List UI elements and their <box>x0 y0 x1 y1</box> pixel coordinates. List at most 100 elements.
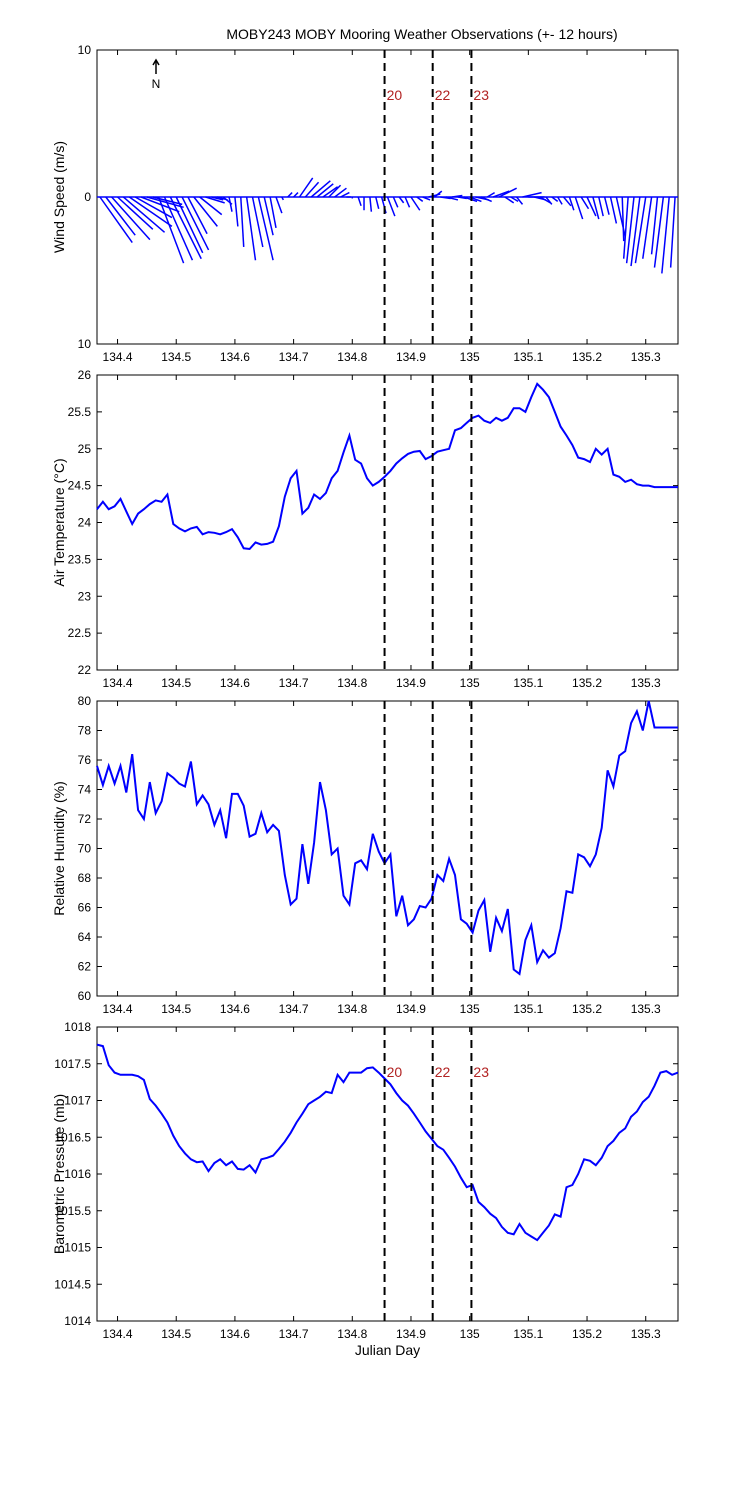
y-tick-label: 78 <box>78 724 92 738</box>
wind-vector <box>416 196 424 203</box>
wind-vector <box>516 196 524 205</box>
wind-vector <box>240 196 245 248</box>
marker-label: 22 <box>435 87 451 103</box>
wind-vector <box>205 196 225 204</box>
x-tick-label: 135 <box>460 1327 480 1341</box>
series-line <box>96 382 678 551</box>
x-tick-label: 134.5 <box>161 350 191 364</box>
wind-vector <box>625 196 635 264</box>
wind-vector <box>522 191 542 198</box>
x-tick-label: 135.1 <box>513 350 543 364</box>
y-tick-label: 10 <box>78 43 92 57</box>
wind-vector <box>228 196 233 212</box>
wind-vector <box>486 191 496 198</box>
wind-vector <box>510 196 519 203</box>
y-axis-label: Barometric Pressure (mb) <box>51 1094 67 1254</box>
wind-vector <box>245 196 257 261</box>
x-tick-label: 135.3 <box>631 676 661 690</box>
x-tick-label: 135 <box>460 350 480 364</box>
wind-vector <box>181 196 210 251</box>
wind-vector <box>650 196 659 255</box>
wind-vector <box>234 196 239 227</box>
wind-vector <box>422 196 431 201</box>
wind-vector <box>105 196 136 236</box>
x-tick-label: 134.9 <box>396 676 426 690</box>
axes-box <box>96 374 679 671</box>
wind-vector <box>334 187 347 198</box>
wind-vector <box>175 196 204 254</box>
x-tick-label: 134.8 <box>337 1002 367 1016</box>
y-axis-label: Wind Speed (m/s) <box>51 141 67 253</box>
x-tick-label: 134.8 <box>337 350 367 364</box>
wind-vector <box>99 196 133 244</box>
wind-vector <box>609 196 618 224</box>
x-axis-label: Julian Day <box>355 1342 420 1358</box>
x-tick-label: 134.7 <box>279 676 309 690</box>
y-tick-label: 62 <box>78 960 92 974</box>
wind-vector <box>122 196 166 233</box>
wind-vector <box>603 196 610 215</box>
north-arrow-head <box>152 58 160 66</box>
y-tick-label: 23.5 <box>68 552 92 566</box>
wind-vector <box>622 196 629 259</box>
wind-vector <box>586 196 597 217</box>
y-tick-label: 26 <box>78 368 92 382</box>
y-tick-label: 76 <box>78 753 92 767</box>
wind-vector <box>562 196 572 207</box>
x-tick-label: 135.3 <box>631 1327 661 1341</box>
y-tick-label: 1017.5 <box>54 1057 91 1071</box>
y-tick-label: 1014 <box>64 1314 91 1328</box>
y-tick-label: 25 <box>78 442 92 456</box>
y-tick-label: 22.5 <box>68 626 92 640</box>
x-tick-label: 134.6 <box>220 350 250 364</box>
wind-vector <box>492 190 510 198</box>
wind-vector <box>557 196 563 205</box>
y-tick-label: 68 <box>78 871 92 885</box>
wind-vector <box>199 196 223 216</box>
wind-vector <box>451 194 463 198</box>
y-tick-label: 1014.5 <box>54 1277 91 1291</box>
y-tick-label: 22 <box>78 663 92 677</box>
wind-vector <box>340 191 350 198</box>
wind-vector <box>598 196 604 217</box>
x-tick-label: 134.5 <box>161 1002 191 1016</box>
x-tick-label: 134.8 <box>337 1327 367 1341</box>
north-label: N <box>152 77 161 91</box>
wind-vector <box>157 196 185 264</box>
y-tick-label: 10 <box>78 337 92 351</box>
wind-vector <box>551 196 559 203</box>
series-line <box>96 1043 679 1242</box>
wind-vector <box>653 196 665 268</box>
x-tick-label: 134.4 <box>103 1002 133 1016</box>
y-tick-label: 1017 <box>64 1094 91 1108</box>
wind-vector <box>269 196 277 229</box>
x-tick-label: 134.9 <box>396 1002 426 1016</box>
y-tick-label: 80 <box>78 694 92 708</box>
x-tick-label: 135.2 <box>572 1002 602 1016</box>
wind-vector <box>498 187 517 198</box>
y-tick-label: 24.5 <box>68 479 92 493</box>
x-tick-label: 134.6 <box>220 1002 250 1016</box>
wind-vector <box>211 196 224 201</box>
wind-vector <box>392 196 399 208</box>
wind-vector <box>152 196 183 206</box>
panel-4: 134.4 134.5 134.6 134.7 134.8 134.9 135 135.1 13… <box>51 1020 679 1358</box>
wind-vector <box>642 196 653 259</box>
wind-vector <box>463 196 478 203</box>
wind-vector <box>621 196 625 242</box>
y-tick-label: 1015.5 <box>54 1204 91 1218</box>
x-tick-label: 135.1 <box>513 1327 543 1341</box>
series-line <box>96 700 678 976</box>
wind-vector <box>568 196 575 211</box>
y-axis-label: Relative Humidity (%) <box>51 781 67 916</box>
wind-vector <box>545 196 553 205</box>
panels: 134.4 134.5 134.6 134.7 134.8 134.9 135 135.1 13… <box>51 43 679 1358</box>
y-tick-label: 25.5 <box>68 405 92 419</box>
wind-vector <box>410 196 421 211</box>
wind-vector <box>140 196 180 213</box>
x-tick-label: 135 <box>460 676 480 690</box>
wind-vector <box>357 196 362 207</box>
y-tick-label: 24 <box>78 516 92 530</box>
x-tick-label: 135 <box>460 1002 480 1016</box>
wind-vector <box>481 196 492 203</box>
